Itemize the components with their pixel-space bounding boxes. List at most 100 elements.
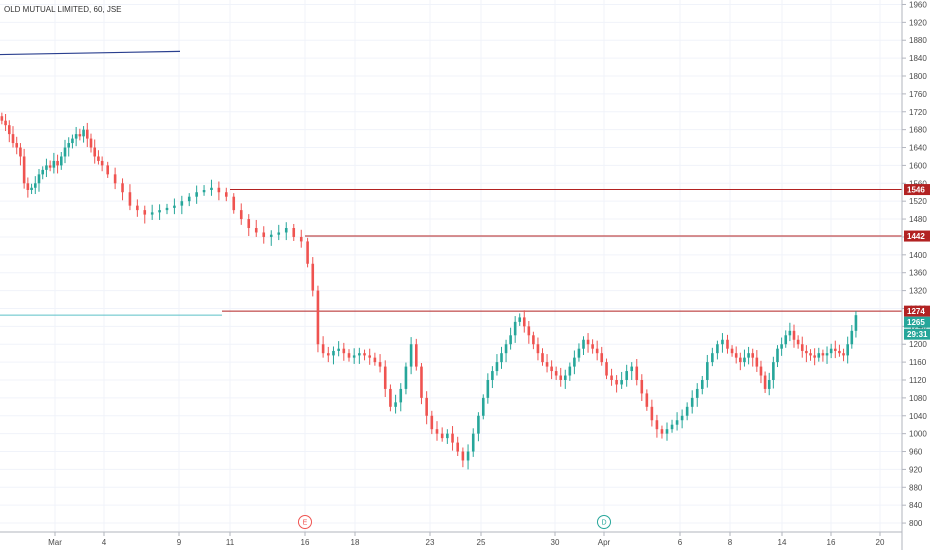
- candle: [56, 154, 59, 174]
- candle: [71, 134, 74, 149]
- price-tick-label: 1040: [909, 412, 927, 421]
- price-tick-label: 1920: [909, 18, 927, 27]
- candle: [817, 347, 821, 362]
- price-tick-label: 1400: [909, 251, 927, 260]
- last-price-tag-bg: [904, 316, 930, 328]
- candle: [721, 333, 724, 353]
- candle: [833, 340, 837, 359]
- candle-body: [292, 228, 296, 237]
- candle: [680, 409, 684, 429]
- candle: [605, 358, 608, 380]
- time-tick-label: 25: [477, 538, 486, 547]
- candle: [829, 343, 833, 359]
- candle-body: [784, 335, 788, 345]
- price-tick-label: 1840: [909, 54, 927, 63]
- candle: [33, 176, 37, 195]
- candle-body: [466, 451, 470, 461]
- candle-body: [202, 190, 206, 193]
- candle-body: [425, 397, 428, 416]
- candle: [136, 199, 139, 217]
- candle: [550, 360, 553, 380]
- candle-body: [545, 362, 549, 367]
- candle-body: [854, 315, 858, 331]
- candle-body: [262, 232, 266, 237]
- candle: [326, 346, 330, 363]
- dividend-marker-label: D: [601, 520, 606, 527]
- candle: [15, 136, 19, 155]
- candle: [660, 425, 664, 439]
- candle-body: [316, 290, 320, 345]
- candle-body: [842, 353, 845, 356]
- candle-body: [451, 433, 454, 443]
- candle: [522, 310, 526, 333]
- candle: [518, 313, 522, 326]
- candle-body: [620, 380, 623, 385]
- candle: [825, 346, 829, 364]
- candle-body: [337, 348, 340, 351]
- price-tick-label: 1640: [909, 144, 927, 153]
- price-tick-label: 920: [909, 465, 923, 474]
- candle-body: [63, 147, 67, 157]
- candle: [45, 158, 48, 178]
- time-tick-label: 16: [827, 538, 836, 547]
- candle-body: [82, 129, 85, 137]
- candle-body: [269, 234, 273, 237]
- candle: [425, 391, 428, 425]
- candle-body: [670, 424, 674, 430]
- candle: [128, 184, 132, 211]
- earnings-marker[interactable]: E: [298, 515, 312, 529]
- candle-body: [173, 205, 176, 208]
- candle: [650, 399, 654, 427]
- candle-body: [788, 330, 792, 336]
- candle: [347, 349, 351, 362]
- price-axis[interactable]: 800 840 880 920 960 1000 1040 1080 1120 1160 1200 1…: [901, 0, 930, 550]
- candle-body: [685, 406, 689, 416]
- candle-body: [471, 433, 475, 452]
- candle-body: [435, 429, 439, 434]
- candle-body: [829, 348, 833, 354]
- dividend-marker[interactable]: D: [597, 515, 611, 529]
- candle: [150, 204, 154, 220]
- dividend-marker-circle: [597, 515, 611, 529]
- candle-body: [650, 406, 654, 421]
- candle: [262, 226, 266, 244]
- candle: [711, 347, 714, 367]
- price-tick-label: 1120: [909, 376, 927, 385]
- horizontal-levels[interactable]: [222, 189, 902, 312]
- candle: [751, 348, 755, 367]
- candle: [784, 330, 788, 348]
- candle: [378, 354, 382, 373]
- candle: [158, 204, 161, 220]
- price-tick-label: 1360: [909, 269, 927, 278]
- candle: [763, 371, 767, 393]
- level-price-tag: 1274: [904, 305, 930, 317]
- candle-body: [15, 143, 19, 148]
- candle-body: [486, 380, 490, 398]
- candle-body: [158, 210, 161, 213]
- candle-body: [37, 174, 41, 184]
- candle: [563, 369, 567, 389]
- candle-body: [645, 393, 649, 407]
- candle-body: [568, 366, 572, 376]
- candle-body: [106, 165, 110, 175]
- candle-body: [100, 160, 104, 166]
- candle: [63, 139, 67, 164]
- candle: [504, 339, 508, 363]
- candle-body: [721, 339, 724, 345]
- time-axis[interactable]: Mar 4 9 11 16 18 23 25 30 Apr 6 8 14 16 20: [0, 531, 902, 547]
- price-tick-label: 1560: [909, 179, 927, 188]
- candle: [85, 122, 89, 148]
- candle-body: [615, 380, 618, 385]
- candle-body: [97, 156, 100, 161]
- trend-line[interactable]: [0, 50, 181, 56]
- candle-body: [0, 116, 4, 121]
- candle: [461, 447, 465, 468]
- candle: [854, 311, 858, 338]
- candle: [89, 133, 93, 153]
- candle-body: [326, 353, 330, 356]
- candle: [82, 126, 85, 143]
- candle: [471, 428, 475, 457]
- price-tick-label: 1520: [909, 197, 927, 206]
- candle: [625, 364, 628, 387]
